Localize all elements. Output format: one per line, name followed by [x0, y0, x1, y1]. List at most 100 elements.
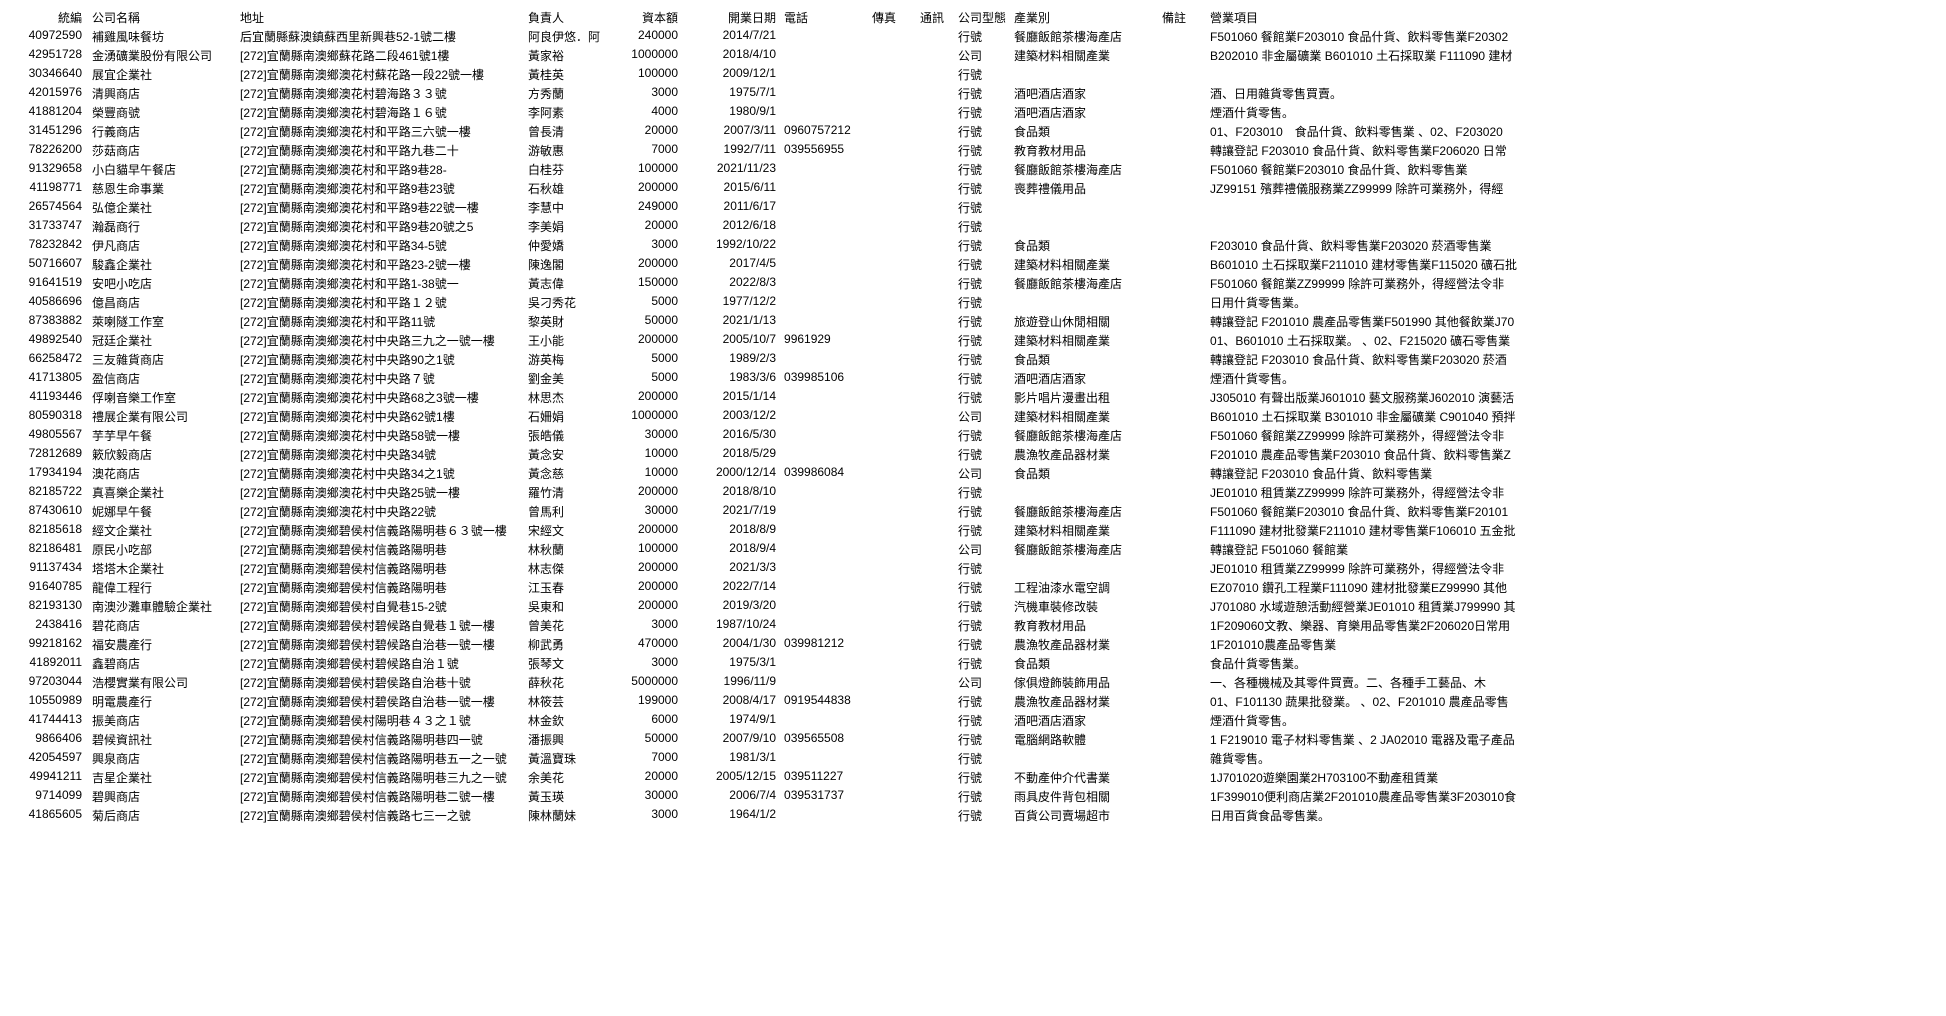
cell	[916, 274, 954, 293]
cell: 轉讓登記 F203010 食品什貨、飲料零售業	[1206, 464, 1594, 483]
cell	[780, 483, 868, 502]
cell: 榮豐商號	[88, 103, 236, 122]
cell	[868, 692, 916, 711]
cell	[868, 768, 916, 787]
cell	[780, 407, 868, 426]
cell: 餐廳飯館茶樓海產店	[1010, 426, 1158, 445]
cell	[1010, 483, 1158, 502]
col-note: 備註	[1158, 8, 1206, 27]
col-comm: 通訊	[916, 8, 954, 27]
cell	[780, 711, 868, 730]
cell: 20000	[604, 768, 682, 787]
cell: 張皓儀	[524, 426, 604, 445]
cell: 1975/3/1	[682, 654, 780, 673]
cell	[1158, 559, 1206, 578]
cell	[916, 65, 954, 84]
col-date: 開業日期	[682, 8, 780, 27]
cell: 余美花	[524, 768, 604, 787]
cell	[1158, 616, 1206, 635]
cell: 行號	[954, 521, 1010, 540]
cell	[916, 578, 954, 597]
cell: 伊凡商店	[88, 236, 236, 255]
cell: 行號	[954, 312, 1010, 331]
cell: 50000	[604, 312, 682, 331]
cell	[1158, 350, 1206, 369]
cell: [272]宜蘭縣南澳鄉碧侯村信義路陽明巷	[236, 540, 524, 559]
cell: 雨具皮件背包相關	[1010, 787, 1158, 806]
cell: 01、F101130 蔬果批發業。 、02、F201010 農產品零售	[1206, 692, 1594, 711]
table-row: 87383882萊喇隧工作室[272]宜蘭縣南澳鄉澳花村和平路11號黎英財500…	[8, 312, 1594, 331]
cell: 82186481	[8, 540, 88, 559]
cell	[868, 179, 916, 198]
cell: 方秀蘭	[524, 84, 604, 103]
cell: 49941211	[8, 768, 88, 787]
cell: 食品什貨零售業。	[1206, 654, 1594, 673]
cell	[868, 464, 916, 483]
cell: 行號	[954, 198, 1010, 217]
cell: 黃桂英	[524, 65, 604, 84]
cell: 1981/3/1	[682, 749, 780, 768]
cell: 7000	[604, 141, 682, 160]
cell: 黎英財	[524, 312, 604, 331]
cell: 劉金美	[524, 369, 604, 388]
cell: 煙酒什貨零售。	[1206, 711, 1594, 730]
cell: 轉讓登記 F501060 餐館業	[1206, 540, 1594, 559]
cell: 2009/12/1	[682, 65, 780, 84]
cell: 2021/11/23	[682, 160, 780, 179]
cell: 行號	[954, 103, 1010, 122]
cell: 1 F219010 電子材料零售業 、2 JA02010 電器及電子產品	[1206, 730, 1594, 749]
cell	[1158, 407, 1206, 426]
cell: 行號	[954, 217, 1010, 236]
table-row: 26574564弘億企業社[272]宜蘭縣南澳鄉澳花村和平路9巷22號一樓李慧中…	[8, 198, 1594, 217]
cell	[1158, 654, 1206, 673]
cell: 一、各種機械及其零件買賣。二、各種手工藝品、木	[1206, 673, 1594, 692]
cell: 039556955	[780, 141, 868, 160]
cell: 不動產仲介代書業	[1010, 768, 1158, 787]
cell: 01、F203010 食品什貨、飲料零售業 、02、F203020	[1206, 122, 1594, 141]
cell	[1158, 46, 1206, 65]
cell	[1206, 217, 1594, 236]
cell: 陳逸閣	[524, 255, 604, 274]
cell	[1158, 502, 1206, 521]
cell	[1158, 635, 1206, 654]
cell	[1206, 65, 1594, 84]
cell: 原民小吃部	[88, 540, 236, 559]
cell	[1010, 198, 1158, 217]
cell: 2006/7/4	[682, 787, 780, 806]
cell: 行號	[954, 635, 1010, 654]
cell: 150000	[604, 274, 682, 293]
cell: 10550989	[8, 692, 88, 711]
cell: 1F201010農產品零售業	[1206, 635, 1594, 654]
table-row: 50716607駿鑫企業社[272]宜蘭縣南澳鄉澳花村和平路23-2號一樓陳逸閣…	[8, 255, 1594, 274]
cell	[1010, 559, 1158, 578]
cell: 曾長清	[524, 122, 604, 141]
cell: 清興商店	[88, 84, 236, 103]
cell: 石秋雄	[524, 179, 604, 198]
cell	[916, 407, 954, 426]
cell: 仲愛嬌	[524, 236, 604, 255]
cell	[780, 521, 868, 540]
table-row: 42054597興泉商店[272]宜蘭縣南澳鄉碧侯村信義路陽明巷五一之一號黃溫寶…	[8, 749, 1594, 768]
cell: 黃玉瑛	[524, 787, 604, 806]
cell: 龍偉工程行	[88, 578, 236, 597]
cell: 補雞風味餐坊	[88, 27, 236, 46]
cell: 3000	[604, 806, 682, 825]
cell: F501060 餐館業F203010 食品什貨、飲料零售業	[1206, 160, 1594, 179]
cell: 吳刁秀花	[524, 293, 604, 312]
cell	[780, 217, 868, 236]
cell: 2000/12/14	[682, 464, 780, 483]
cell	[1158, 27, 1206, 46]
cell: 9866406	[8, 730, 88, 749]
cell: 南澳沙灘車體驗企業社	[88, 597, 236, 616]
cell: 吳東和	[524, 597, 604, 616]
cell: 食品類	[1010, 464, 1158, 483]
cell: 建築材料相關產業	[1010, 407, 1158, 426]
cell: 2018/9/4	[682, 540, 780, 559]
cell: 轉讓登記 F201010 農產品零售業F501990 其他餐飲業J70	[1206, 312, 1594, 331]
cell: 萊喇隧工作室	[88, 312, 236, 331]
cell: [272]宜蘭縣南澳鄉澳花村中央路58號一樓	[236, 426, 524, 445]
cell: [272]宜蘭縣南澳鄉碧侯村信義路陽明巷	[236, 559, 524, 578]
table-row: 91137434塔塔木企業社[272]宜蘭縣南澳鄉碧侯村信義路陽明巷林志傑200…	[8, 559, 1594, 578]
cell: 酒吧酒店酒家	[1010, 711, 1158, 730]
cell	[868, 787, 916, 806]
